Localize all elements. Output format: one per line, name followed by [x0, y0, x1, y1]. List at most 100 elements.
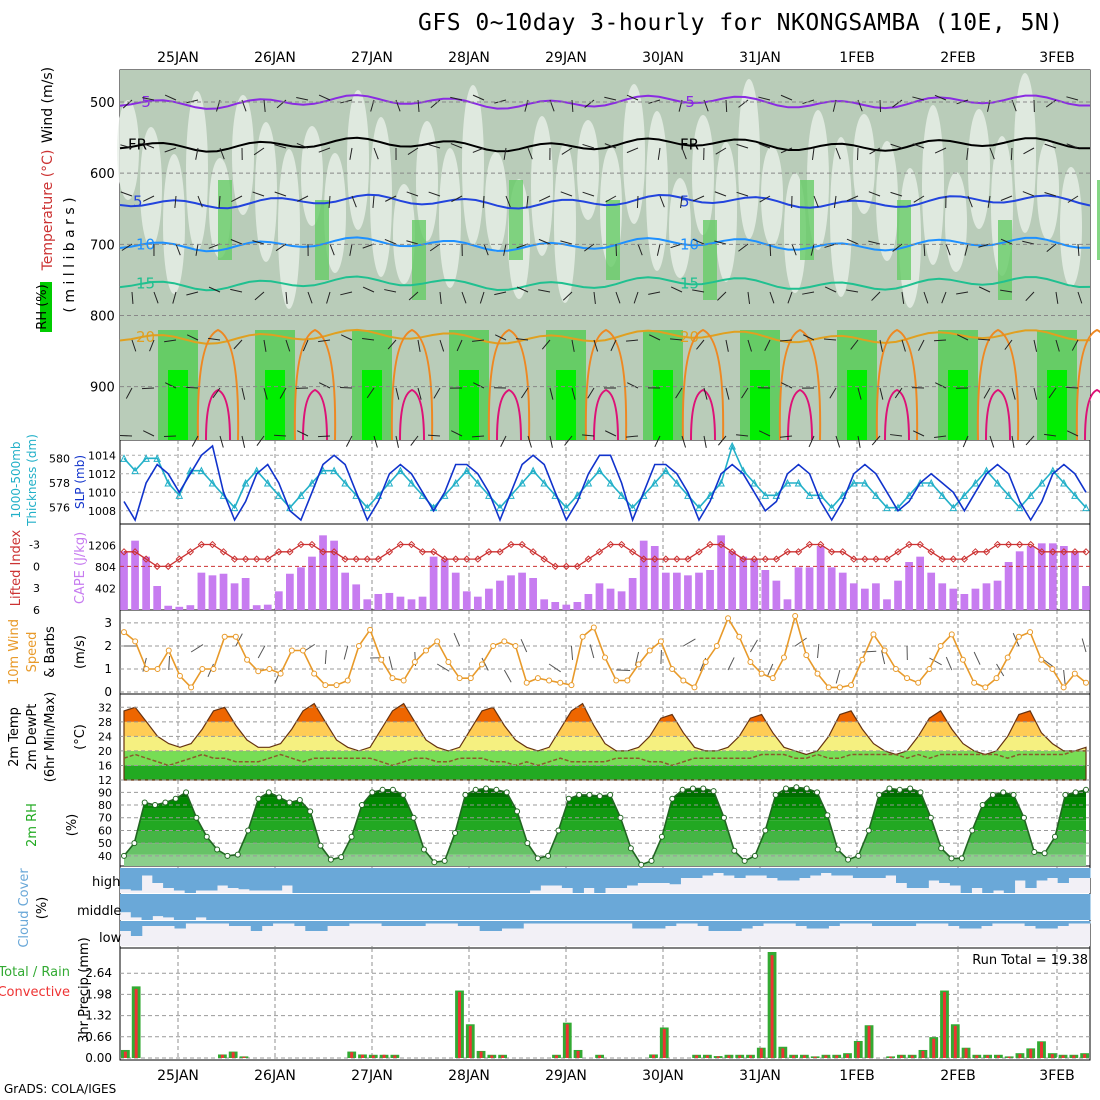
lifted-index-point — [120, 548, 128, 556]
wind-speed-line-point — [1004, 654, 1011, 661]
thickness-line-point — [396, 466, 405, 475]
rh-moist-streak — [800, 180, 814, 260]
temp-label: 2m Temp — [7, 707, 22, 767]
wind-barb — [562, 291, 573, 301]
cloud-low-bar — [1079, 921, 1091, 924]
rh-line-point — [700, 785, 707, 792]
cape-bar — [584, 594, 593, 610]
cloud-mid-bar — [152, 894, 164, 917]
rh-line-point — [462, 791, 469, 798]
rh-dry-cell — [163, 154, 185, 294]
wind-barb — [561, 147, 573, 155]
cloud-low-bar — [566, 921, 579, 924]
wind-barb — [1065, 386, 1079, 389]
wind-barb — [868, 240, 881, 245]
rh-line-point — [493, 786, 500, 793]
precip-convective-bar — [371, 1055, 375, 1058]
bottom-date-label: 1FEB — [839, 1068, 874, 1084]
rh-saturated-column — [459, 370, 479, 440]
wind-barb — [725, 387, 730, 400]
wind-barb — [829, 387, 837, 399]
cloud-low-bar — [806, 921, 819, 929]
wind-barb — [1066, 430, 1079, 437]
precip-convective-bar — [1029, 1049, 1033, 1058]
cloud-low-bar — [784, 921, 797, 924]
thickness-line-point — [1071, 491, 1079, 499]
cloud-mid-bar — [486, 894, 498, 920]
wind-barb — [648, 291, 661, 295]
wind-barb — [802, 334, 815, 341]
cloud-low-bar — [414, 921, 426, 926]
top-date-label: 31JAN — [739, 50, 781, 66]
cape-bar — [905, 562, 913, 610]
lifted-index-point — [662, 555, 670, 563]
isotherm-25-loop — [584, 328, 628, 441]
slp-axis-label: SLP (mb) — [73, 455, 87, 509]
cloud-low-bar — [316, 921, 328, 931]
wind-speed-line-point — [669, 665, 676, 672]
cloud-mid-bar — [195, 894, 207, 918]
cloud-low-bar — [795, 921, 808, 926]
cape-bar — [960, 594, 969, 610]
cloud-high-bar — [120, 868, 132, 890]
precip-convective-bar — [458, 992, 461, 1058]
rh-line-point — [627, 845, 634, 852]
wind-barb — [717, 291, 727, 301]
wind-speed-line-point — [736, 633, 743, 640]
cape-bar — [230, 583, 239, 610]
isotherm-25-loop — [196, 328, 240, 441]
wind-barb — [933, 339, 947, 342]
cloud-high-bar — [788, 868, 800, 881]
rh-line-point — [669, 795, 676, 802]
wind-barb — [326, 291, 331, 304]
cape-bar — [772, 580, 781, 610]
wind-barb — [725, 99, 728, 113]
cape-bar — [429, 556, 438, 610]
wind-barb — [285, 339, 291, 352]
cloud-high-bar — [896, 868, 908, 883]
cape-bar — [1082, 586, 1090, 610]
rh-line-point — [348, 833, 355, 840]
isotherm-label: 5 — [680, 193, 690, 211]
wind-speed-line-point — [266, 665, 273, 672]
cloud-low-bar — [599, 921, 611, 924]
rh-saturated-column — [168, 370, 188, 440]
rh-dry-cell — [347, 90, 369, 230]
cape-bar — [827, 567, 836, 610]
top-date-label: 27JAN — [351, 50, 393, 66]
cloud-low-bar — [294, 921, 306, 926]
wind-barb — [670, 338, 683, 341]
cloud-high-bar — [561, 868, 574, 888]
thickness-line-point — [872, 491, 880, 499]
cloud-high-bar — [195, 868, 207, 891]
wind-barb — [977, 338, 991, 341]
wind-barb — [582, 191, 595, 197]
wind-barb — [593, 291, 596, 304]
rh-line-point — [172, 795, 179, 802]
temp-band — [124, 765, 1086, 780]
wind-speed-line-point — [221, 633, 228, 640]
wind-barb — [1063, 669, 1066, 684]
lifted-index-point — [1004, 540, 1013, 549]
rh-saturated-column — [847, 370, 867, 440]
cape-bar — [650, 546, 659, 610]
rh-line-point — [400, 791, 407, 798]
rh-line-point — [783, 785, 790, 792]
wind-barb — [319, 382, 331, 389]
cape-bar — [440, 559, 449, 610]
lifted-tick-label: 0 — [33, 560, 40, 573]
wind-barb — [780, 435, 793, 438]
wind-barb — [516, 338, 529, 341]
cloud-mid-bar — [583, 894, 595, 920]
cape-bar — [783, 599, 792, 610]
cloud-mid-bar — [745, 894, 757, 920]
precip-convective-bar — [932, 1038, 936, 1058]
rh-line-point — [327, 856, 334, 863]
cloud-low-bar — [261, 921, 274, 926]
wind-speed-line-point — [814, 670, 821, 677]
lifted-index-point — [783, 548, 792, 556]
lifted-index-point — [850, 555, 858, 563]
y-tick-label: 600 — [90, 167, 115, 182]
cloud-mid-bar — [766, 894, 778, 920]
cloud-high-bar — [1068, 868, 1080, 878]
